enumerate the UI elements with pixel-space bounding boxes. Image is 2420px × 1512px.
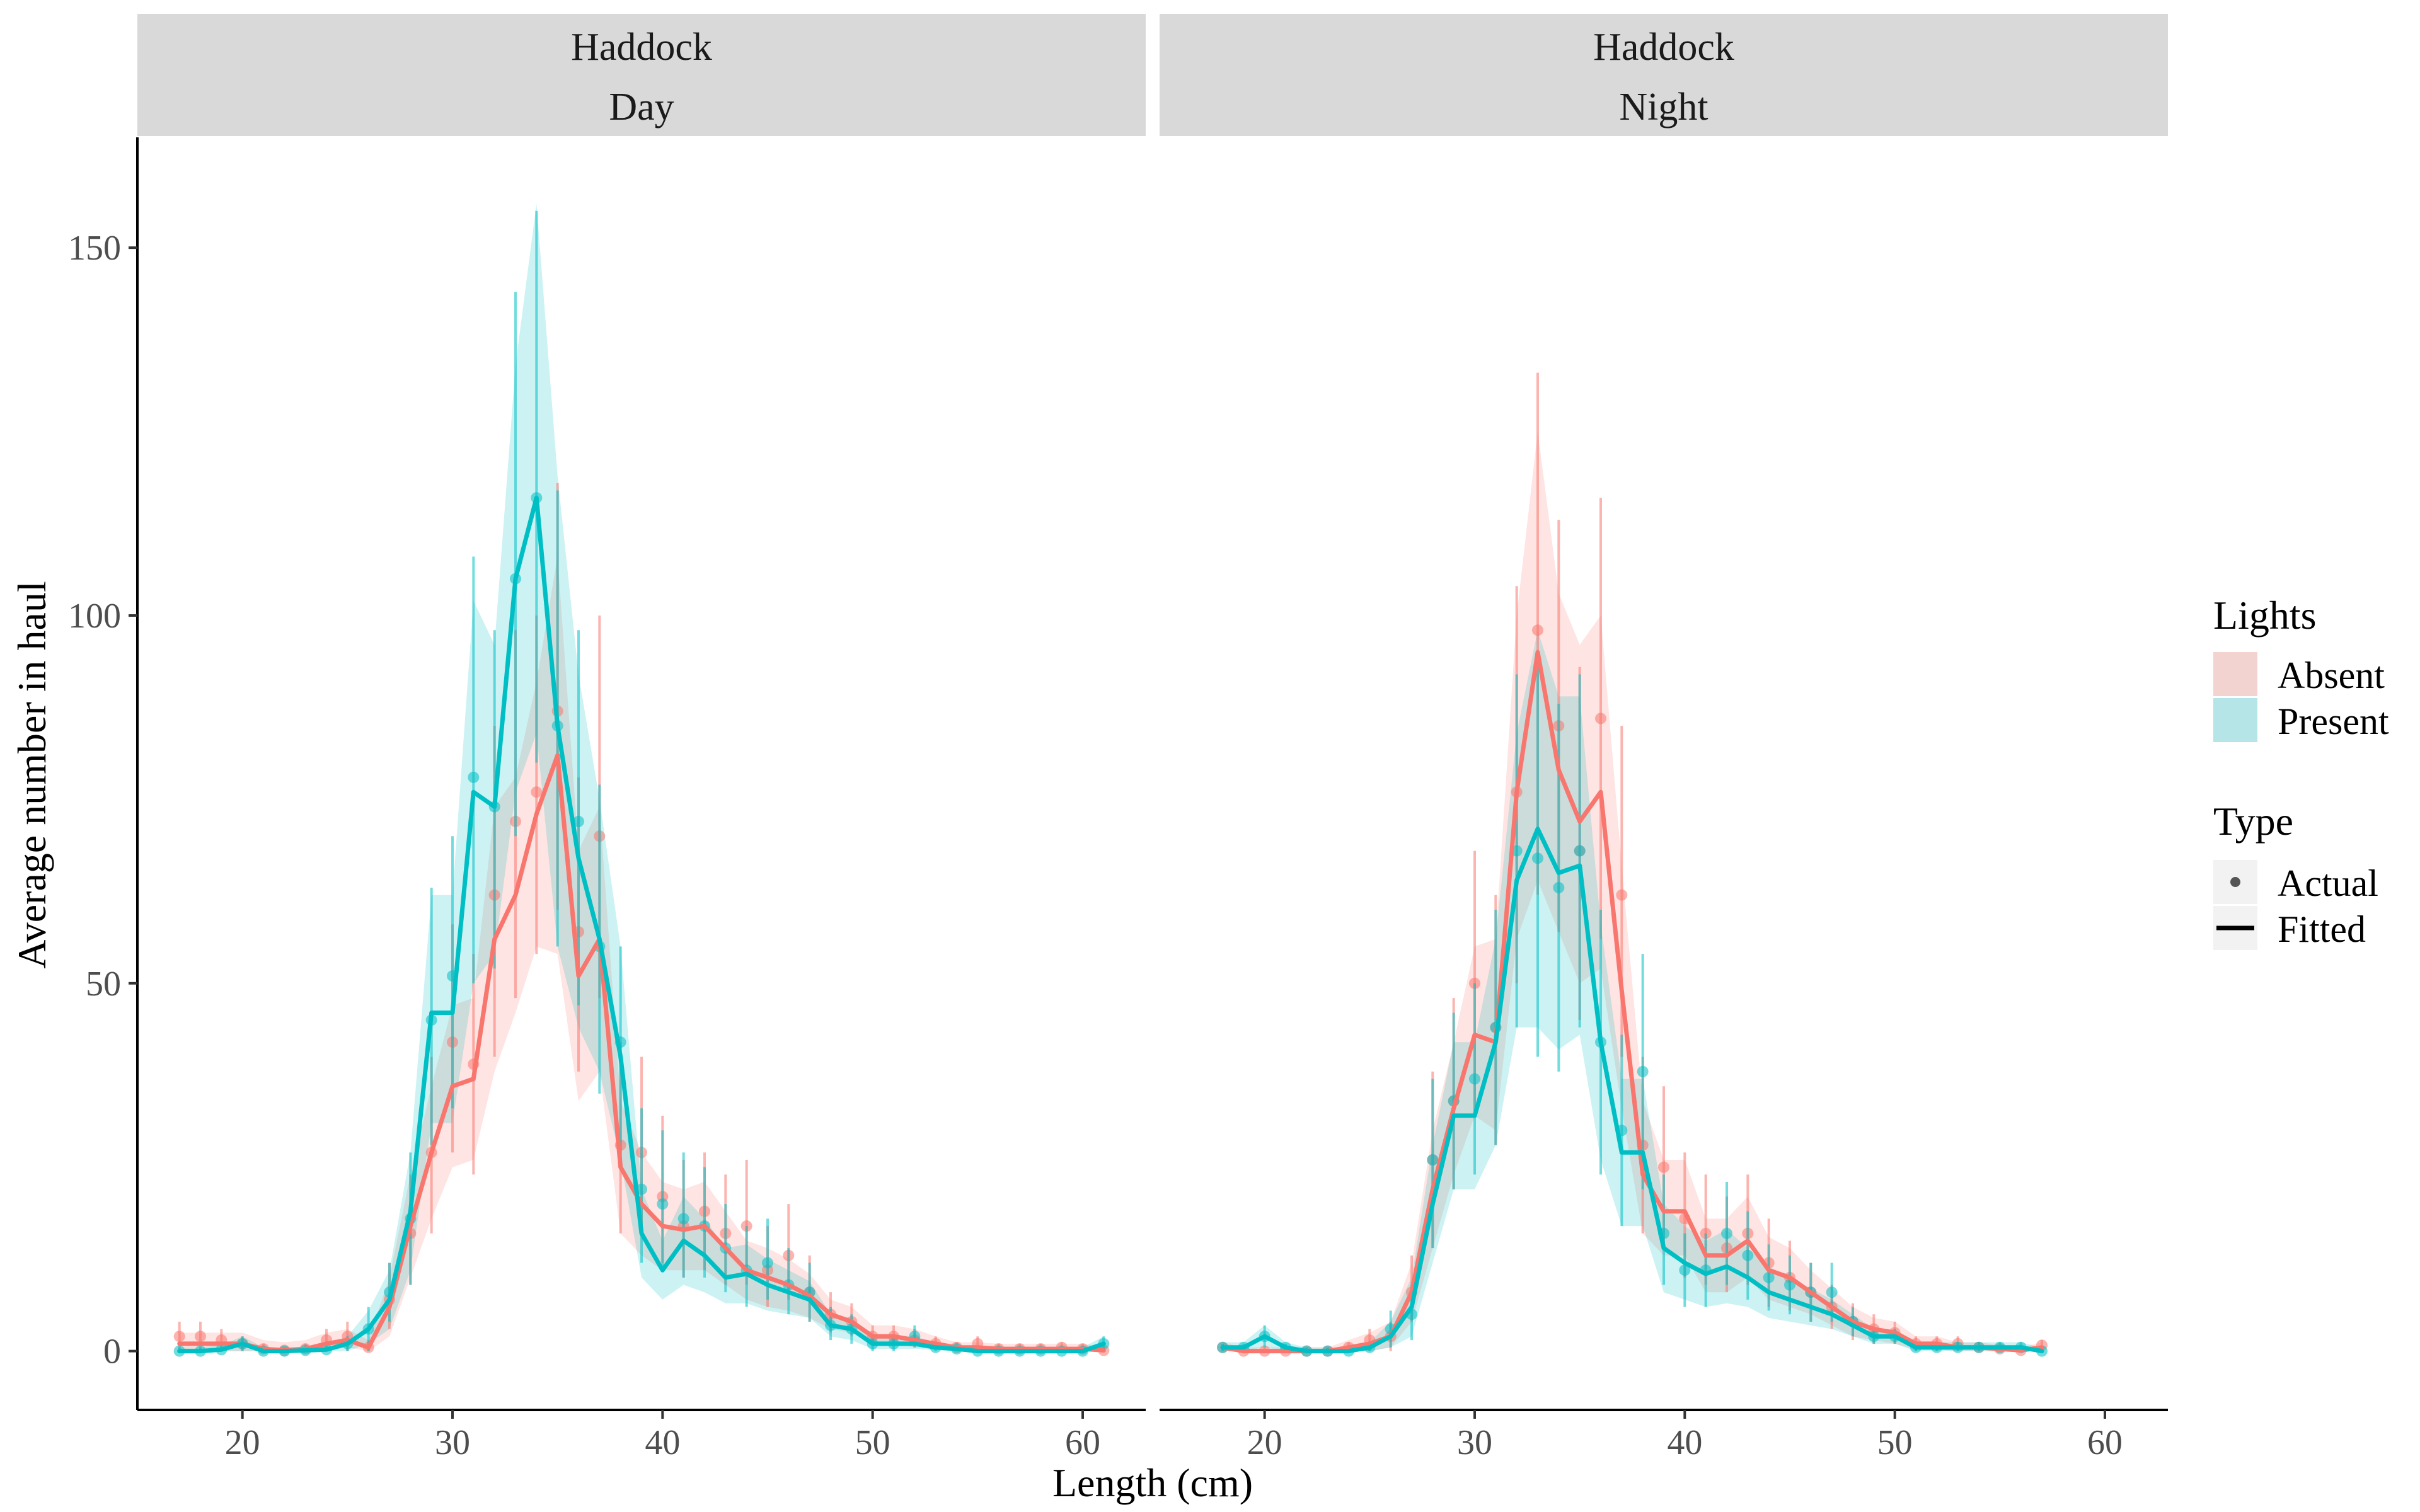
- x-tick-label-day: 50: [855, 1423, 890, 1462]
- legend: Lights Absent Present Type Actual Fitted: [2213, 593, 2389, 950]
- x-tick-label-day: 60: [1065, 1423, 1100, 1462]
- x-tick-label-night: 40: [1667, 1423, 1702, 1462]
- y-tick-label: 0: [103, 1332, 121, 1372]
- axes-night: 20 30 40 50 60: [1160, 1409, 2168, 1462]
- strip-day-species: Haddock: [571, 26, 712, 69]
- strip-day-background: [137, 14, 1146, 136]
- actual-point-day-present: [657, 1198, 669, 1210]
- actual-point-night-absent: [1658, 1161, 1669, 1173]
- actual-point-night-present: [1679, 1264, 1691, 1276]
- panel-day: Haddock Day 0 50 100 150 20 30 40 50 60: [68, 14, 1146, 1462]
- actual-point-night-present: [1532, 852, 1543, 864]
- legend-key-present: [2213, 698, 2257, 742]
- actual-point-night-present: [1721, 1227, 1732, 1239]
- actual-point-night-present: [1637, 1065, 1649, 1077]
- actual-point-night-present: [1427, 1154, 1439, 1166]
- legend-label-actual: Actual: [2278, 862, 2378, 904]
- y-axis-title: Average number in haul: [9, 581, 54, 968]
- legend-swatch-present: [2213, 698, 2257, 742]
- legend-label-absent: Absent: [2278, 655, 2385, 696]
- legend-swatch-absent: [2213, 652, 2257, 696]
- actual-point-night-absent: [1616, 889, 1628, 901]
- actual-point-night-present: [1574, 845, 1586, 857]
- x-tick-label-night: 30: [1457, 1423, 1492, 1462]
- axes-day: 0 50 100 150 20 30 40 50 60: [68, 137, 1146, 1462]
- actual-point-day-absent: [195, 1331, 206, 1343]
- panel-night: Haddock Night 20 30 40 50 60: [1160, 14, 2168, 1462]
- actual-point-night-absent: [1595, 713, 1606, 724]
- legend-type-title: Type: [2213, 799, 2293, 844]
- strip-night-background: [1160, 14, 2168, 136]
- strip-night-period: Night: [1619, 86, 1708, 129]
- y-tick-label: 50: [86, 965, 121, 1004]
- x-tick-label-day: 30: [435, 1423, 470, 1462]
- actual-point-day-present: [573, 815, 584, 827]
- actual-point-night-absent: [1532, 624, 1543, 636]
- strip-day-period: Day: [609, 86, 674, 129]
- y-tick-label: 100: [68, 597, 121, 636]
- legend-key-absent: [2213, 652, 2257, 696]
- x-tick-label-day: 20: [225, 1423, 260, 1462]
- legend-lights-title: Lights: [2213, 593, 2317, 638]
- x-tick-label-night: 60: [2087, 1423, 2123, 1462]
- ribbon-night-absent: [1223, 432, 2042, 1351]
- actual-point-day-absent: [531, 786, 543, 798]
- fitted-line-day-present: [177, 495, 1106, 1354]
- strip-night-species: Haddock: [1593, 26, 1734, 69]
- actual-point-day-present: [762, 1257, 773, 1269]
- x-axis-title: Length (cm): [1052, 1460, 1253, 1505]
- fitted-line-night-absent: [1220, 650, 2044, 1354]
- legend-label-fitted: Fitted: [2278, 908, 2366, 950]
- x-tick-label-night: 20: [1247, 1423, 1282, 1462]
- actual-point-night-present: [1763, 1271, 1775, 1283]
- plot-area-night: [1217, 372, 2048, 1357]
- actual-point-day-absent: [173, 1331, 185, 1343]
- y-tick-label: 150: [68, 229, 121, 268]
- actual-point-day-present: [677, 1213, 689, 1225]
- actual-point-night-present: [1742, 1249, 1754, 1261]
- actual-point-night-present: [1469, 1073, 1480, 1085]
- x-tick-label-day: 40: [645, 1423, 680, 1462]
- actual-point-night-present: [1826, 1286, 1838, 1298]
- x-tick-label-night: 50: [1877, 1423, 1913, 1462]
- actual-point-day-present: [468, 771, 480, 783]
- actual-point-night-present: [1553, 881, 1565, 893]
- legend-label-present: Present: [2278, 701, 2389, 742]
- fitted-line-night-present: [1220, 827, 2044, 1354]
- ribbon-night-present: [1223, 630, 2042, 1351]
- plot-area-day: [173, 203, 1110, 1357]
- legend-actual-point-icon: [2230, 877, 2240, 887]
